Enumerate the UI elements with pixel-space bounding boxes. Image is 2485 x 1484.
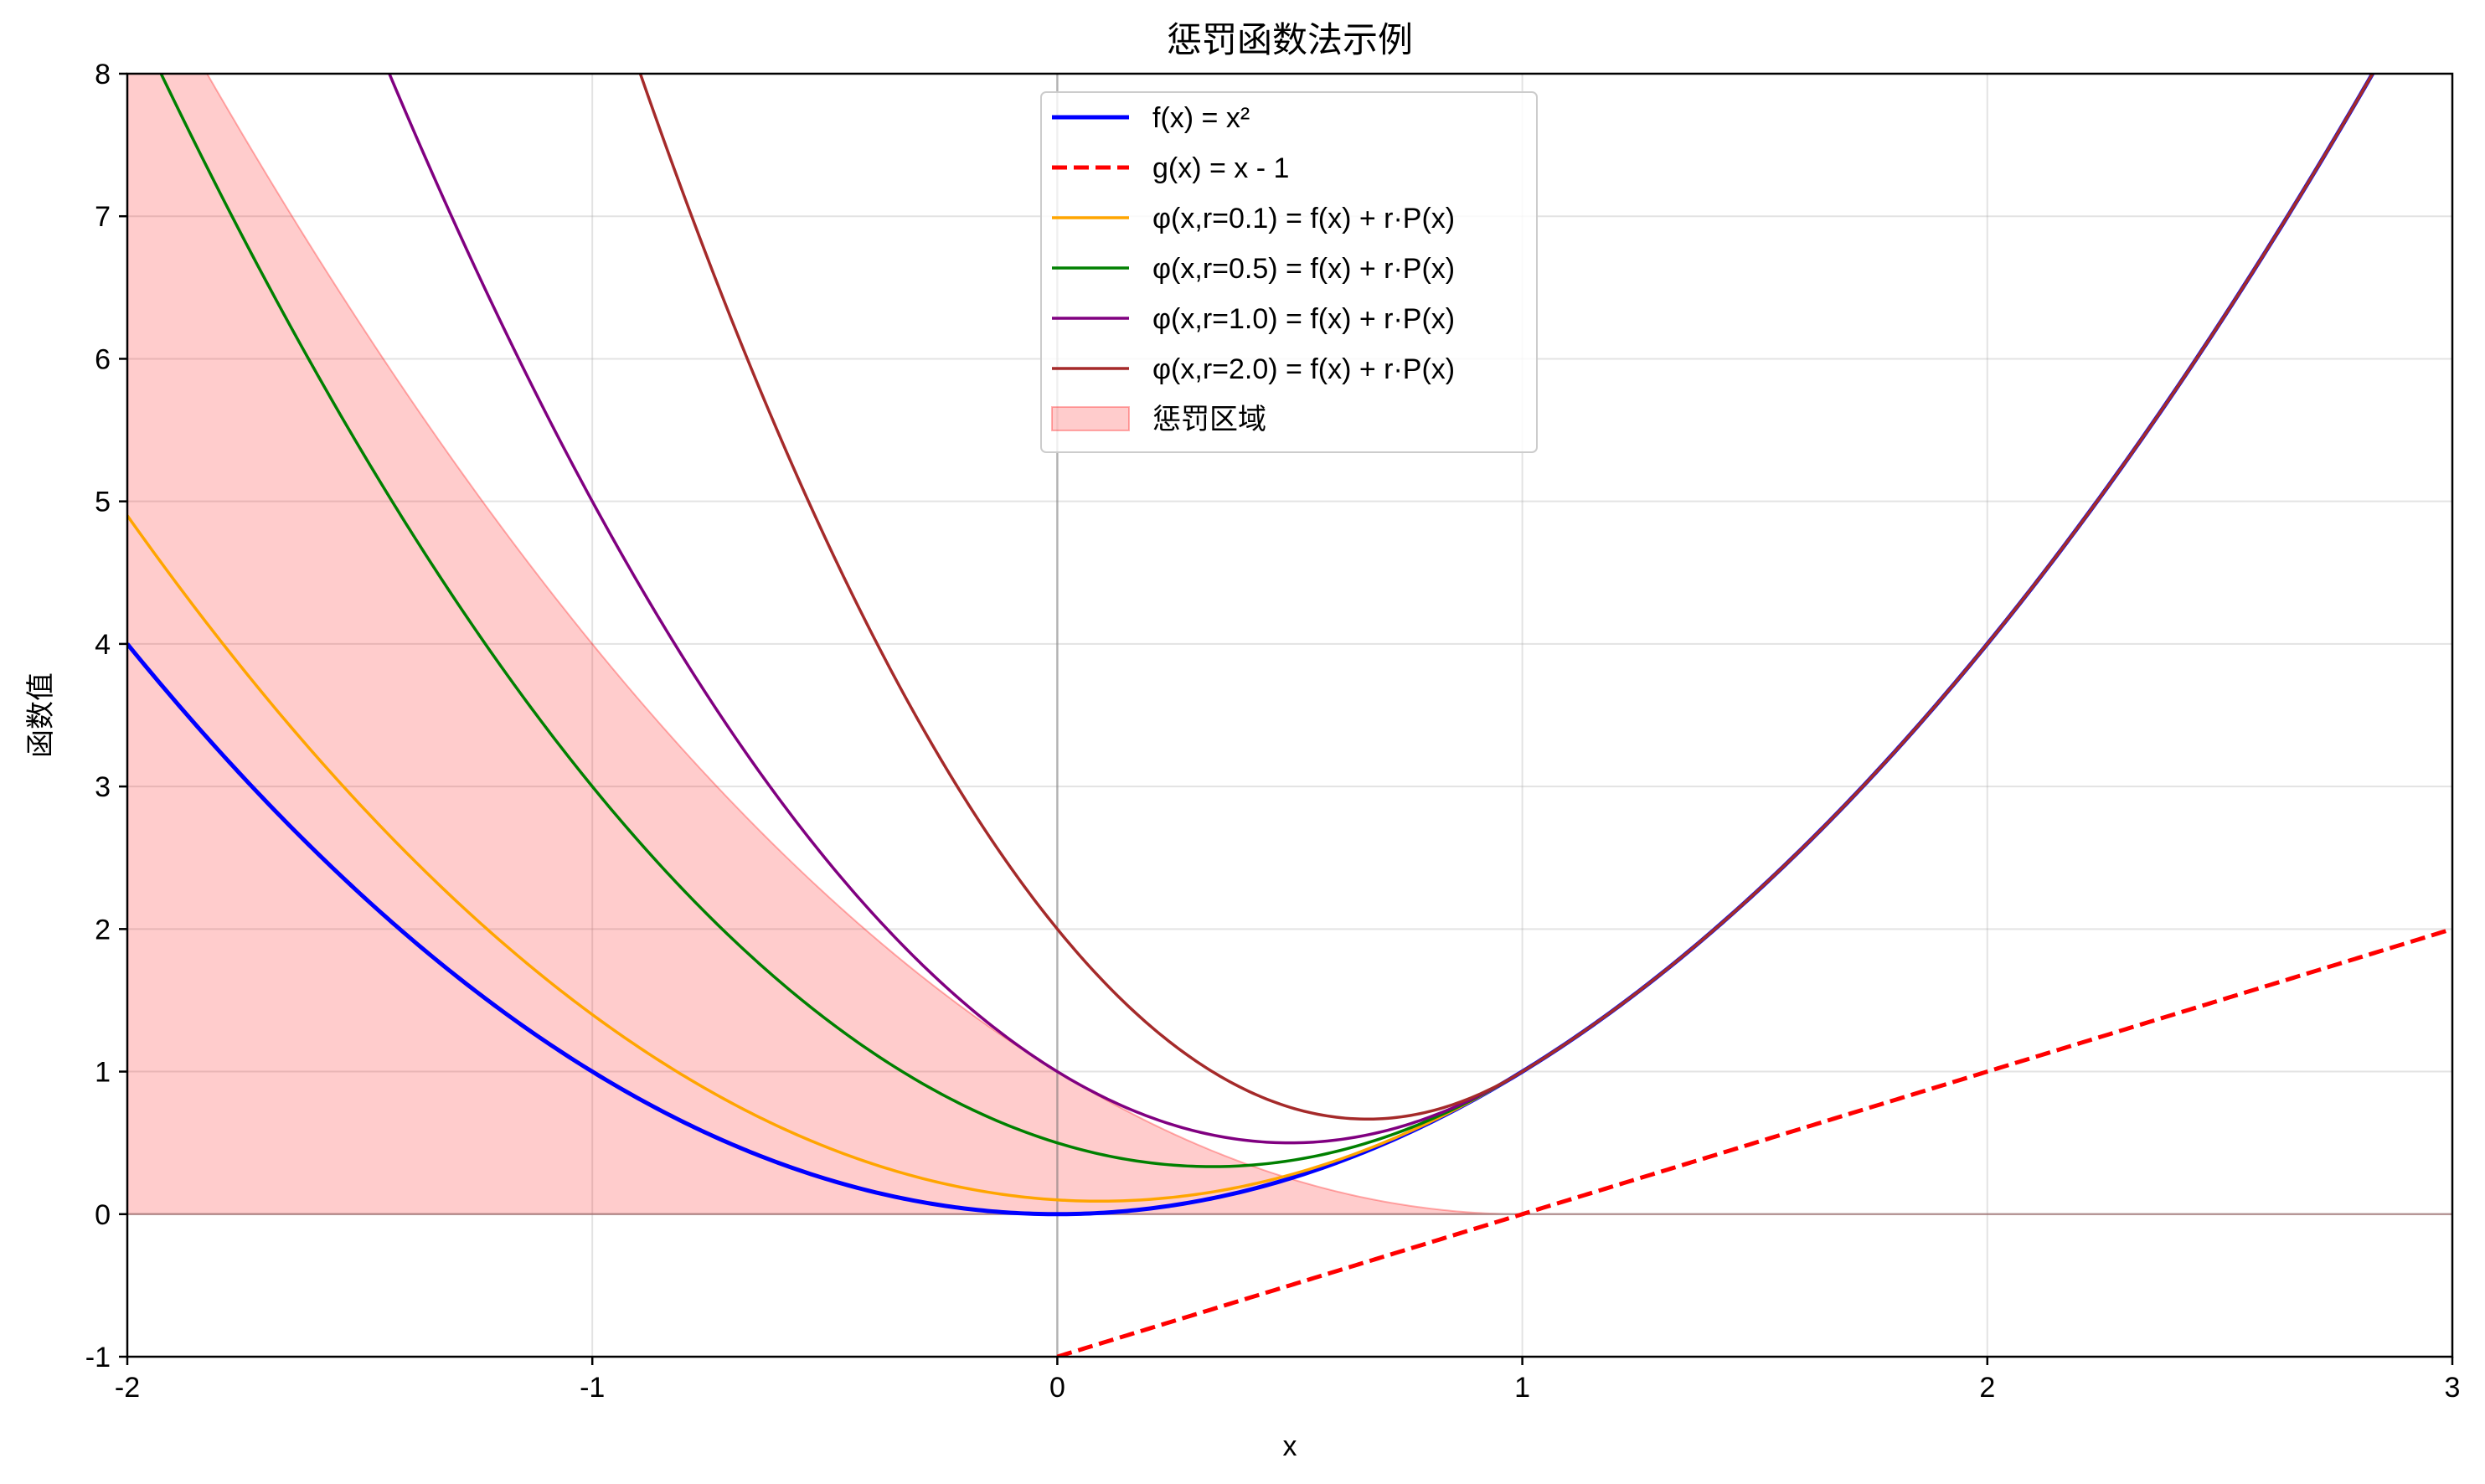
x-axis-label: x xyxy=(1283,1430,1297,1462)
x-tick-label: -2 xyxy=(115,1372,140,1404)
y-tick-label: -1 xyxy=(85,1342,111,1373)
legend-label-1: g(x) = x - 1 xyxy=(1152,152,1289,184)
y-tick-label: 6 xyxy=(95,343,111,375)
legend-label-2: φ(x,r=0.1) = f(x) + r·P(x) xyxy=(1152,203,1455,234)
legend-label-0: f(x) = x² xyxy=(1152,102,1250,134)
series-layer xyxy=(127,74,2452,1357)
plot-frame xyxy=(126,72,2454,1358)
y-tick-label: 1 xyxy=(95,1057,111,1089)
y-tick-label: 0 xyxy=(95,1199,111,1231)
x-tick-label: -1 xyxy=(580,1372,605,1404)
series-line-1 xyxy=(1056,926,2452,1357)
y-tick-label: 8 xyxy=(95,59,111,90)
y-tick-label: 3 xyxy=(95,771,111,803)
series-line-5 xyxy=(638,74,2374,1121)
y-tick-label: 4 xyxy=(95,629,111,661)
legend: f(x) = x² g(x) = x - 1 φ(x,r=0.1) = f(x) +… xyxy=(1040,91,1538,453)
legend-label-fill: 惩罚区域 xyxy=(1152,404,1266,435)
legend-box xyxy=(1040,91,1538,453)
x-tick-label: 3 xyxy=(2445,1372,2461,1404)
chart-title: 惩罚函数法示例 xyxy=(1167,20,1413,59)
legend-label-5: φ(x,r=2.0) = f(x) + r·P(x) xyxy=(1152,353,1455,385)
x-tick-label: 2 xyxy=(1979,1372,1995,1404)
x-tick-label: 1 xyxy=(1514,1372,1530,1404)
legend-label-3: φ(x,r=0.5) = f(x) + r·P(x) xyxy=(1152,253,1455,285)
x-tick-label: 0 xyxy=(1049,1372,1065,1404)
legend-label-4: φ(x,r=1.0) = f(x) + r·P(x) xyxy=(1152,303,1455,335)
y-tick-label: 7 xyxy=(95,201,111,233)
legend-swatch-fill xyxy=(1051,406,1130,431)
y-axis-label: 函数值 xyxy=(25,672,57,758)
y-tick-label: 5 xyxy=(95,487,111,518)
y-tick-label: 2 xyxy=(95,914,111,946)
